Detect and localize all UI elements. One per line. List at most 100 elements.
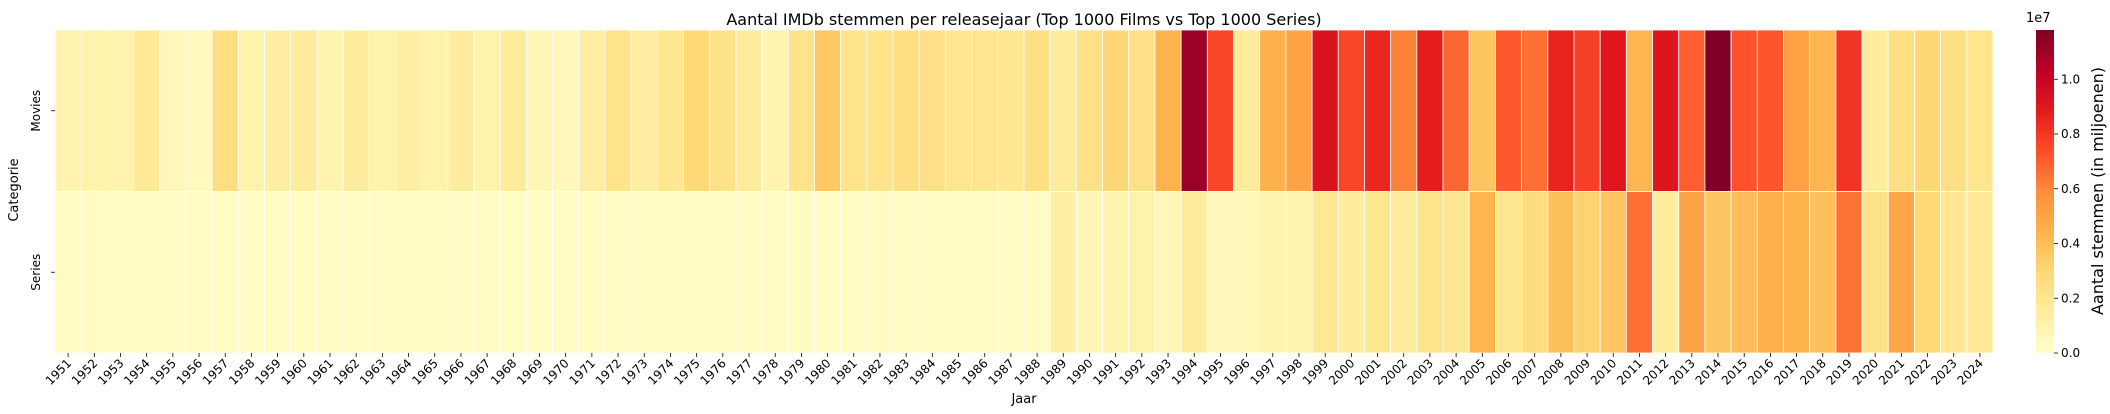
heatmap-cell (133, 29, 161, 192)
heatmap-cell (368, 191, 396, 354)
heatmap-cell (1521, 191, 1549, 354)
heatmap-cell (1835, 191, 1863, 354)
heatmap-cell (1049, 29, 1077, 192)
heatmap-cell (1180, 29, 1208, 192)
x-tick-label: 1984 (907, 356, 938, 387)
heatmap-cell (683, 29, 711, 192)
x-tick-label: 2009 (1562, 356, 1593, 387)
heatmap-cell (552, 29, 580, 192)
x-tick-label: 1980 (802, 356, 833, 387)
x-tick-label: 1976 (697, 356, 728, 387)
x-tick-label: 2006 (1483, 356, 1514, 387)
heatmap-cell (1547, 29, 1575, 192)
heatmap-cell (1678, 29, 1706, 192)
x-tick-label: 1994 (1169, 356, 1200, 387)
heatmap-cell (1285, 191, 1313, 354)
x-tick-label: 2013 (1666, 356, 1697, 387)
x-tick-label: 1972 (593, 356, 624, 387)
heatmap-cell (473, 29, 501, 192)
heatmap-cell (1154, 191, 1182, 354)
x-tick-label: 1965 (409, 356, 440, 387)
x-tick-label: 1998 (1274, 356, 1305, 387)
heatmap-cell (578, 29, 606, 192)
heatmap-cell (395, 191, 423, 354)
x-tick-label: 1981 (828, 356, 859, 387)
heatmap-cell (866, 29, 894, 192)
heatmap-cell (656, 191, 684, 354)
heatmap-cell (1206, 29, 1234, 192)
y-axis-label: Categorie (7, 158, 22, 221)
heatmap-cell (499, 191, 527, 354)
heatmap-cell (1573, 29, 1601, 192)
x-tick-label: 1991 (1090, 356, 1121, 387)
heatmap-cell (106, 29, 134, 192)
x-tick-label: 2007 (1509, 356, 1540, 387)
heatmap-cell (1233, 29, 1261, 192)
heatmap-cell (1809, 191, 1837, 354)
x-tick-label: 2004 (1431, 356, 1462, 387)
heatmap-cell (1625, 191, 1653, 354)
x-tick-label: 1989 (1038, 356, 1069, 387)
heatmap-cell (892, 191, 920, 354)
heatmap-cell (787, 191, 815, 354)
heatmap-cell (421, 29, 449, 192)
heatmap-cell (1704, 29, 1732, 192)
heatmap-cell (604, 191, 632, 354)
x-tick-label: 1956 (174, 356, 205, 387)
heatmap-cell (1704, 191, 1732, 354)
heatmap-cell (866, 191, 894, 354)
heatmap-cell (1049, 191, 1077, 354)
heatmap-cell (1442, 29, 1470, 192)
heatmap-cell (1128, 29, 1156, 192)
heatmap-cell (892, 29, 920, 192)
heatmap-cell (1390, 191, 1418, 354)
heatmap-cell (1075, 191, 1103, 354)
heatmap-cell (761, 191, 789, 354)
heatmap-cell (1521, 29, 1549, 192)
x-tick-label: 1996 (1221, 356, 1252, 387)
x-tick-label: 2010 (1588, 356, 1619, 387)
heatmap-cell (1783, 29, 1811, 192)
x-tick-label: 1969 (514, 356, 545, 387)
heatmap-cell (971, 191, 999, 354)
colorbar-tick-label: 0.4 (2061, 237, 2080, 251)
x-tick-label: 1990 (1064, 356, 1095, 387)
heatmap-cell (1364, 191, 1392, 354)
heatmap-cell (1364, 29, 1392, 192)
heatmap-cell (447, 29, 475, 192)
y-tick-label: Movies (29, 90, 43, 132)
x-tick-label: 2018 (1797, 356, 1828, 387)
heatmap-cell (1102, 191, 1130, 354)
x-tick-label: 2019 (1824, 356, 1855, 387)
heatmap-cell (945, 29, 973, 192)
heatmap-cell (264, 191, 292, 354)
x-tick-label: 1955 (147, 356, 178, 387)
heatmap-cell (106, 191, 134, 354)
heatmap-cell (1128, 191, 1156, 354)
x-tick-label: 2021 (1876, 356, 1907, 387)
heatmap-cell (1625, 29, 1653, 192)
x-tick-label: 1978 (750, 356, 781, 387)
y-tick-label: Series (29, 254, 43, 291)
heatmap-cell (1206, 191, 1234, 354)
heatmap-cell (395, 29, 423, 192)
heatmap-cell (1573, 191, 1601, 354)
x-tick-label: 2002 (1378, 356, 1409, 387)
x-tick-label: 1987 (986, 356, 1017, 387)
heatmap-cell (1495, 29, 1522, 192)
heatmap-cell (447, 191, 475, 354)
heatmap-cell (814, 191, 842, 354)
x-tick-label: 1975 (671, 356, 702, 387)
chart-title: Aantal IMDb stemmen per releasejaar (Top… (726, 10, 1321, 29)
heatmap-cell (526, 191, 553, 354)
x-tick-label: 2017 (1771, 356, 1802, 387)
heatmap-cell (1783, 191, 1811, 354)
heatmap-cell (185, 29, 213, 192)
x-tick-label: 1953 (95, 356, 126, 387)
colorbar-tick-label: 0.0 (2061, 346, 2080, 360)
x-tick-label: 1951 (43, 356, 74, 387)
heatmap-cell (1966, 191, 1994, 354)
heatmap-cell (1914, 29, 1942, 192)
heatmap-cell (1756, 191, 1784, 354)
heatmap-cell (159, 29, 187, 192)
